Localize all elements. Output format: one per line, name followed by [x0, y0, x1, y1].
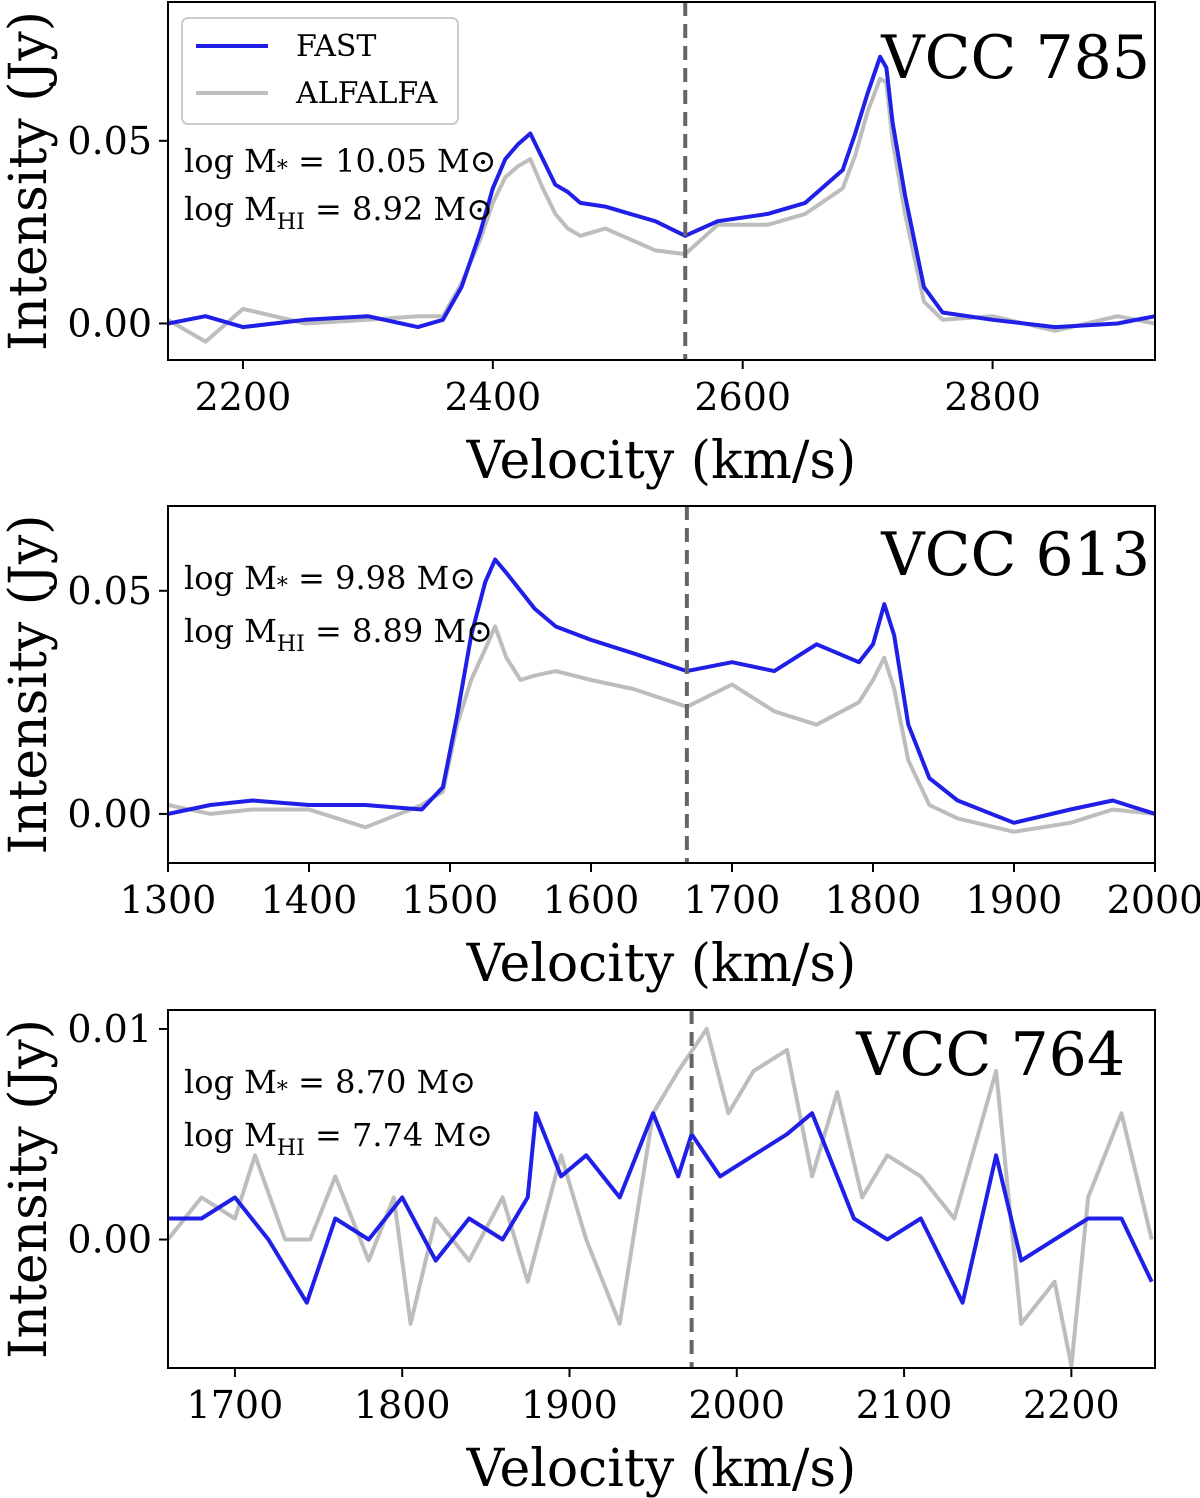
- x-tick-label: 1500: [402, 878, 499, 922]
- x-tick-label: 1700: [187, 1383, 284, 1427]
- legend: FAST ALFALFA: [181, 17, 459, 125]
- x-tick-label: 2600: [694, 375, 791, 419]
- x-axis-label: Velocity (km/s): [466, 1439, 857, 1498]
- legend-label: FAST: [296, 29, 376, 64]
- x-tick-label: 1400: [261, 878, 358, 922]
- series-alfalfa-line: [168, 624, 1155, 834]
- y-tick-label: 0.00: [67, 301, 152, 345]
- y-axis-label: Intensity (Jy): [0, 1019, 59, 1359]
- x-tick-label: 2200: [1023, 1383, 1120, 1427]
- x-tick-label: 1700: [684, 878, 781, 922]
- x-axis-label: Velocity (km/s): [466, 431, 857, 491]
- y-tick-label: 0.01: [67, 1007, 152, 1051]
- galaxy-name: VCC 785: [880, 23, 1150, 93]
- y-tick-label: 0.00: [67, 1218, 152, 1262]
- panel-vcc-764: 1700 1800 1900 2000 2100 2200 0.00 0.01 Velocity…: [0, 1007, 1156, 1498]
- axes-frame: [167, 1, 1156, 361]
- x-tick-label: 1300: [120, 878, 217, 922]
- panel-vcc-613: 1300 1400 1500 1600 1700 1800 1900 2000 0.00 0.05…: [0, 505, 1200, 994]
- x-tick-label: 2000: [1107, 878, 1200, 922]
- axes-frame: [167, 505, 1156, 864]
- y-axis-label: Intensity (Jy): [0, 514, 59, 854]
- x-axis-label: Velocity (km/s): [466, 934, 857, 994]
- x-tick-label: 1900: [521, 1383, 618, 1427]
- series-fast-line: [168, 54, 1155, 330]
- panel-vcc-785: 2200 2400 2600 2800 0.00 0.05 Velocity (km/s) I…: [0, 1, 1156, 491]
- x-tick-label: 2100: [856, 1383, 953, 1427]
- galaxy-name: VCC 764: [855, 1020, 1125, 1090]
- galaxy-name: VCC 613: [880, 520, 1150, 590]
- x-tick-label: 2000: [688, 1383, 785, 1427]
- series-alfalfa-line: [168, 1027, 1154, 1368]
- stellar-mass-annotation: log M* = 10.05 M⊙: [184, 142, 496, 182]
- x-tick-label: 1800: [825, 878, 922, 922]
- legend-label: ALFALFA: [295, 76, 438, 111]
- series-fast-line: [168, 557, 1155, 825]
- x-tick-label: 2400: [444, 375, 541, 419]
- x-tick-label: 1900: [966, 878, 1063, 922]
- y-axis-label: Intensity (Jy): [0, 11, 59, 351]
- x-tick-label: 2800: [944, 375, 1041, 419]
- x-tick-label: 2200: [195, 375, 292, 419]
- y-tick-label: 0.05: [67, 569, 152, 613]
- axes-frame: [167, 1009, 1156, 1369]
- series-fast-line: [168, 1111, 1154, 1305]
- hi-mass-annotation: log MHI = 8.89 M⊙: [184, 612, 493, 657]
- y-tick-label: 0.05: [67, 119, 152, 163]
- stellar-mass-annotation: log M* = 9.98 M⊙: [184, 559, 476, 599]
- hi-mass-annotation: log MHI = 8.92 M⊙: [184, 190, 493, 235]
- x-tick-label: 1800: [354, 1383, 451, 1427]
- y-tick-label: 0.00: [67, 792, 152, 836]
- stellar-mass-annotation: log M* = 8.70 M⊙: [184, 1063, 476, 1103]
- x-tick-label: 1600: [543, 878, 640, 922]
- hi-mass-annotation: log MHI = 7.74 M⊙: [184, 1116, 493, 1161]
